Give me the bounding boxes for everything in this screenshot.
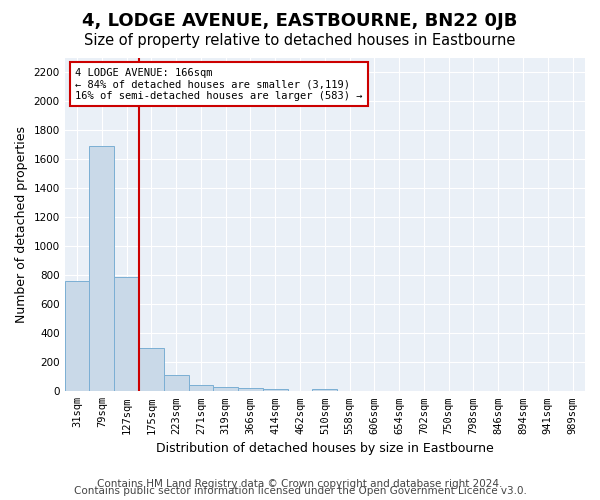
Bar	[89, 146, 114, 392]
Y-axis label: Number of detached properties: Number of detached properties	[15, 126, 28, 323]
Text: Size of property relative to detached houses in Eastbourne: Size of property relative to detached ho…	[85, 32, 515, 48]
Bar	[188, 385, 214, 392]
Bar	[263, 389, 287, 392]
Bar	[114, 276, 139, 392]
Text: Contains public sector information licensed under the Open Government Licence v3: Contains public sector information licen…	[74, 486, 526, 496]
Text: 4 LODGE AVENUE: 166sqm
← 84% of detached houses are smaller (3,119)
16% of semi-: 4 LODGE AVENUE: 166sqm ← 84% of detached…	[75, 68, 362, 100]
Bar	[164, 374, 188, 392]
Bar	[238, 388, 263, 392]
Bar	[313, 388, 337, 392]
Bar	[139, 348, 164, 392]
Text: Contains HM Land Registry data © Crown copyright and database right 2024.: Contains HM Land Registry data © Crown c…	[97, 479, 503, 489]
Bar	[214, 386, 238, 392]
X-axis label: Distribution of detached houses by size in Eastbourne: Distribution of detached houses by size …	[156, 442, 494, 455]
Text: 4, LODGE AVENUE, EASTBOURNE, BN22 0JB: 4, LODGE AVENUE, EASTBOURNE, BN22 0JB	[82, 12, 518, 30]
Bar	[65, 281, 89, 392]
